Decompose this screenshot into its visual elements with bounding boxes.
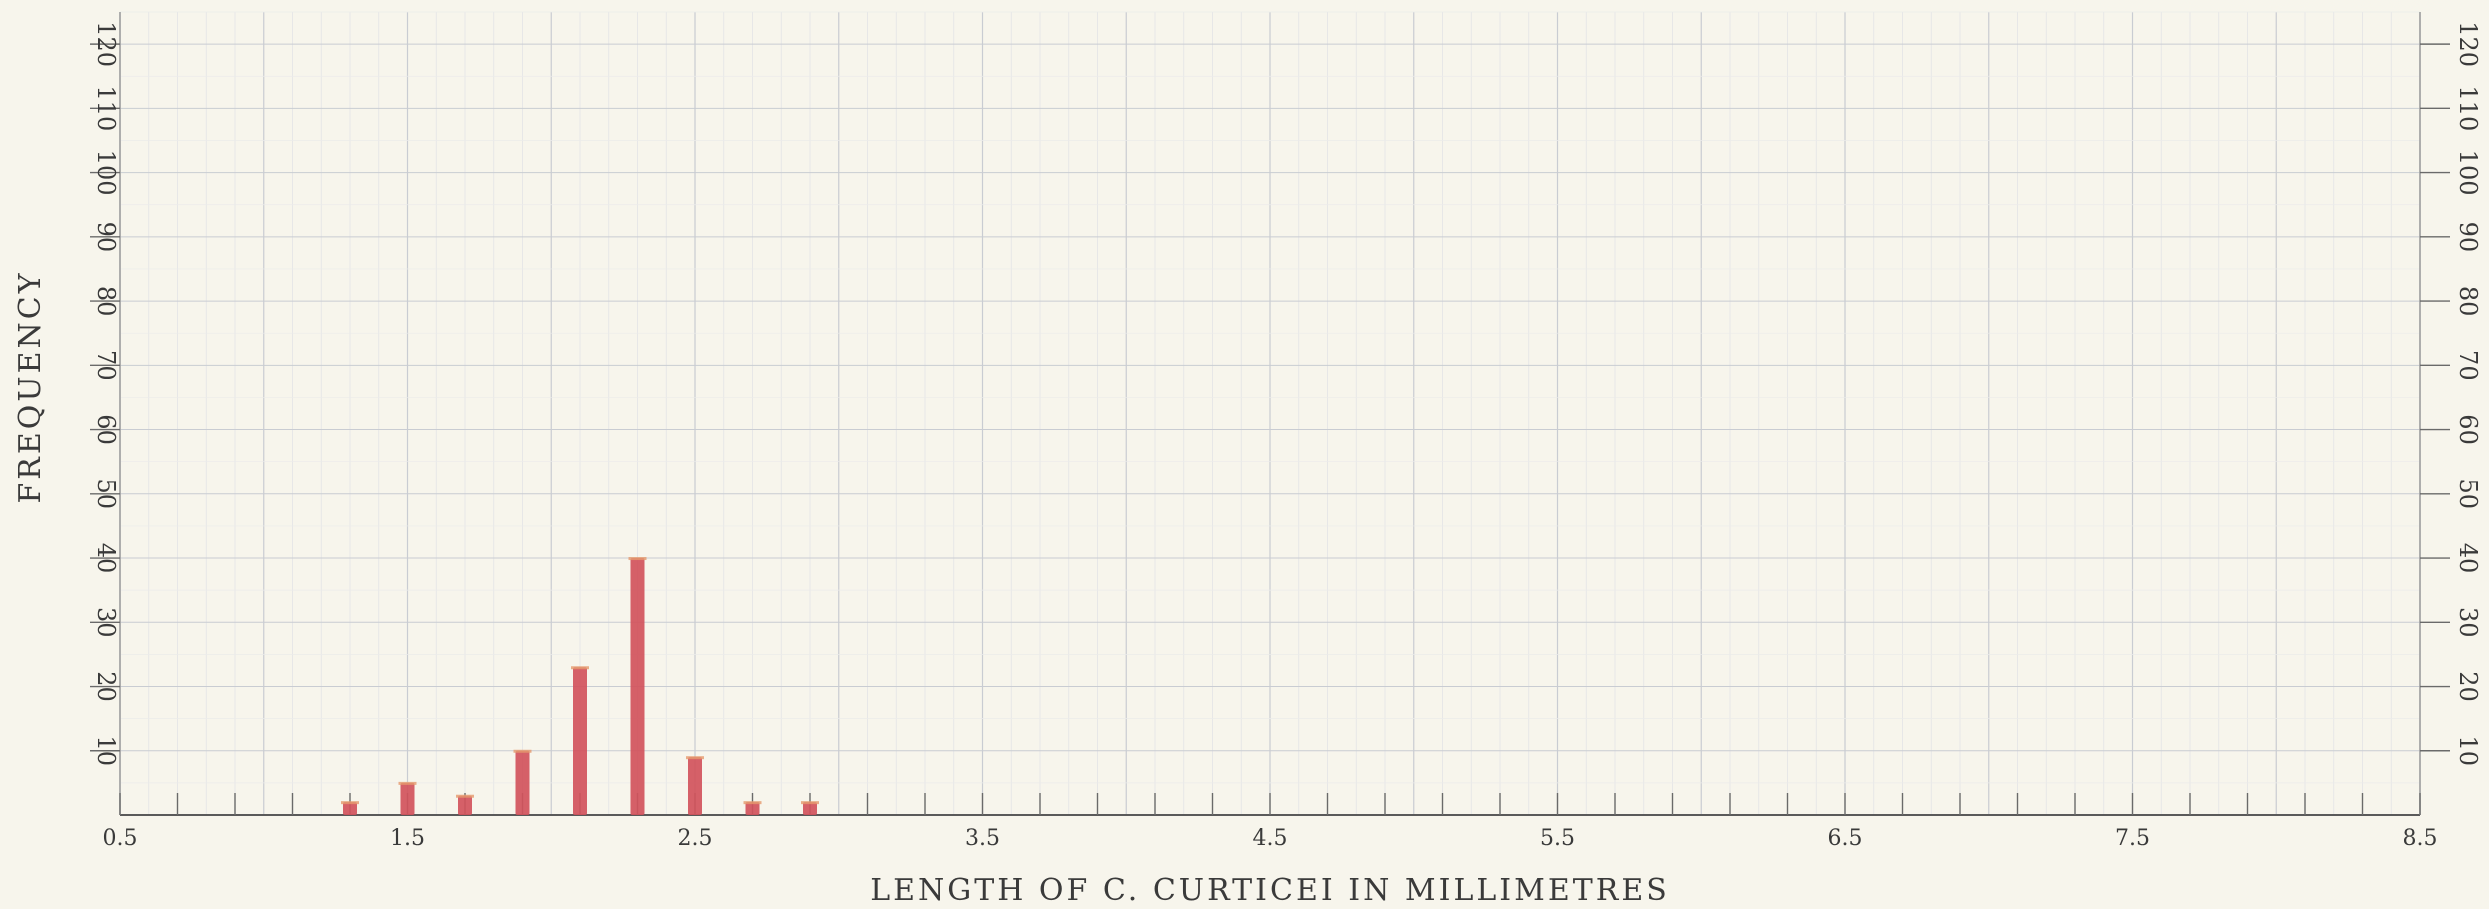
bar-cap [686, 756, 704, 760]
y-tick-label-right: 50 [2454, 479, 2482, 510]
y-tick-label-left: 110 [92, 85, 120, 131]
y-tick-label-right: 110 [2454, 85, 2482, 131]
bar [400, 782, 415, 815]
x-tick-label: 2.5 [678, 826, 713, 851]
y-tick-label-left: 90 [92, 222, 120, 253]
x-tick-label: 4.5 [1253, 826, 1288, 851]
y-tick-label-right: 80 [2454, 286, 2482, 317]
y-tick-label-left: 80 [92, 286, 120, 317]
x-tick-label: 8.5 [2403, 826, 2438, 851]
x-tick-label: 6.5 [1828, 826, 1863, 851]
y-tick-label-right: 90 [2454, 222, 2482, 253]
tick-labels: 0.5 1.5 2.5 3.5 4.5 5.5 6.5 7.5 8.5 10 20 30 40 50 60 7… [92, 21, 2482, 851]
bar-cap [513, 749, 532, 753]
y-tick-label-left: 30 [92, 607, 120, 638]
y-tick-label-left: 120 [92, 21, 120, 67]
x-tick-label: 5.5 [1540, 826, 1575, 851]
y-tick-label-right: 120 [2454, 21, 2482, 67]
y-tick-label-left: 40 [92, 543, 120, 574]
x-tick-label: 1.5 [390, 826, 425, 851]
bar [458, 795, 472, 815]
bar [343, 802, 357, 815]
x-tick-label: 7.5 [2115, 826, 2150, 851]
bar-cap [341, 801, 359, 805]
y-tick-label-right: 40 [2454, 543, 2482, 574]
bar-cap [743, 801, 762, 805]
y-tick-label-left: 70 [92, 350, 120, 381]
bar-cap [571, 666, 589, 670]
y-tick-label-left: 20 [92, 671, 120, 702]
bar-cap [456, 794, 474, 798]
y-tick-label-left: 50 [92, 479, 120, 510]
bar-cap [628, 557, 647, 561]
bar [803, 802, 817, 815]
y-tick-label-right: 30 [2454, 607, 2482, 638]
bar [745, 802, 760, 815]
bar [630, 558, 645, 815]
y-tick-label-right: 60 [2454, 414, 2482, 445]
y-tick-label-left: 10 [92, 735, 120, 766]
bar [573, 667, 587, 815]
bar [688, 757, 702, 815]
y-tick-label-right: 100 [2454, 150, 2482, 196]
y-tick-label-right: 70 [2454, 350, 2482, 381]
bar-cap [801, 801, 819, 805]
y-tick-label-left: 60 [92, 414, 120, 445]
y-tick-label-right: 20 [2454, 671, 2482, 702]
x-axis-title: LENGTH OF C. CURTICEI IN MILLIMETRES [870, 873, 1670, 908]
bar [515, 750, 530, 815]
bars [341, 557, 819, 815]
grid [119, 11, 2421, 815]
x-tick-label: 3.5 [965, 826, 1000, 851]
y-axis-title: FREQUENCY [13, 270, 48, 503]
x-tick-label: 0.5 [103, 826, 138, 851]
y-tick-label-right: 10 [2454, 735, 2482, 766]
bar-cap [398, 781, 417, 785]
y-tick-label-left: 100 [92, 150, 120, 196]
